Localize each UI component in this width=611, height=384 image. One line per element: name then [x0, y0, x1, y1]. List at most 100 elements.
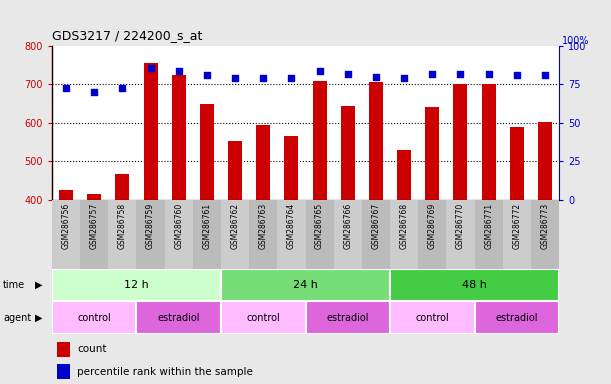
Point	[61, 84, 71, 91]
Bar	[425, 107, 439, 200]
Text: percentile rank within the sample: percentile rank within the sample	[78, 366, 253, 377]
Bar	[249, 200, 277, 269]
Text: GSM286763: GSM286763	[258, 203, 268, 249]
Text: count: count	[78, 344, 107, 354]
Point	[230, 75, 240, 81]
Bar	[306, 301, 390, 334]
Bar	[256, 125, 270, 200]
Point	[371, 74, 381, 80]
Bar	[115, 174, 130, 200]
Point	[145, 65, 155, 71]
Bar	[447, 200, 475, 269]
Text: estradiol: estradiol	[326, 313, 369, 323]
Bar	[277, 200, 306, 269]
Text: GSM286757: GSM286757	[90, 203, 99, 249]
Bar	[369, 82, 383, 200]
Bar	[57, 342, 70, 356]
Bar	[221, 200, 249, 269]
Bar	[144, 63, 158, 200]
Point	[428, 71, 437, 77]
Point	[202, 72, 212, 78]
Text: GSM286756: GSM286756	[62, 203, 70, 249]
Bar	[136, 200, 164, 269]
Point	[287, 75, 296, 81]
Point	[399, 75, 409, 81]
Bar	[164, 200, 193, 269]
Text: GSM286768: GSM286768	[400, 203, 409, 249]
Text: agent: agent	[3, 313, 31, 323]
Bar	[390, 200, 418, 269]
Text: ▶: ▶	[35, 313, 43, 323]
Bar	[510, 127, 524, 200]
Text: GSM286760: GSM286760	[174, 203, 183, 249]
Bar	[531, 200, 559, 269]
Text: control: control	[415, 313, 449, 323]
Text: GSM286769: GSM286769	[428, 203, 437, 249]
Text: GDS3217 / 224200_s_at: GDS3217 / 224200_s_at	[52, 29, 202, 42]
Text: GSM286767: GSM286767	[371, 203, 381, 249]
Bar	[334, 200, 362, 269]
Bar	[228, 141, 242, 200]
Bar	[87, 194, 101, 200]
Point	[315, 68, 324, 74]
Point	[89, 89, 99, 95]
Text: GSM286761: GSM286761	[202, 203, 211, 249]
Text: estradiol: estradiol	[158, 313, 200, 323]
Bar	[362, 200, 390, 269]
Text: GSM286765: GSM286765	[315, 203, 324, 249]
Point	[343, 71, 353, 77]
Bar	[390, 269, 559, 301]
Bar	[503, 200, 531, 269]
Bar	[200, 104, 214, 200]
Text: 100%: 100%	[562, 36, 590, 46]
Bar	[52, 200, 80, 269]
Bar	[481, 84, 496, 200]
Bar	[397, 150, 411, 200]
Point	[117, 84, 127, 91]
Bar	[538, 122, 552, 200]
Bar	[475, 200, 503, 269]
Bar	[475, 301, 559, 334]
Point	[540, 72, 550, 78]
Bar	[52, 301, 136, 334]
Bar	[453, 84, 467, 200]
Text: ▶: ▶	[35, 280, 43, 290]
Bar	[313, 81, 327, 200]
Text: 48 h: 48 h	[462, 280, 487, 290]
Text: GSM286766: GSM286766	[343, 203, 353, 249]
Point	[512, 72, 522, 78]
Text: control: control	[246, 313, 280, 323]
Bar	[108, 200, 136, 269]
Text: GSM286773: GSM286773	[541, 203, 549, 249]
Bar	[59, 190, 73, 200]
Text: GSM286771: GSM286771	[484, 203, 493, 249]
Point	[456, 71, 466, 77]
Point	[258, 75, 268, 81]
Text: GSM286759: GSM286759	[146, 203, 155, 249]
Text: GSM286764: GSM286764	[287, 203, 296, 249]
Text: 12 h: 12 h	[124, 280, 149, 290]
Text: GSM286770: GSM286770	[456, 203, 465, 249]
Bar	[418, 200, 447, 269]
Text: GSM286758: GSM286758	[118, 203, 127, 249]
Text: control: control	[78, 313, 111, 323]
Bar	[221, 269, 390, 301]
Bar	[193, 200, 221, 269]
Bar	[341, 106, 355, 200]
Bar	[80, 200, 108, 269]
Point	[484, 71, 494, 77]
Bar	[57, 364, 70, 379]
Text: GSM286772: GSM286772	[512, 203, 521, 249]
Bar	[390, 301, 475, 334]
Text: GSM286762: GSM286762	[230, 203, 240, 249]
Bar	[284, 136, 298, 200]
Bar	[172, 75, 186, 200]
Bar	[52, 269, 221, 301]
Bar	[136, 301, 221, 334]
Text: time: time	[3, 280, 25, 290]
Bar	[221, 301, 306, 334]
Text: 24 h: 24 h	[293, 280, 318, 290]
Bar	[306, 200, 334, 269]
Point	[174, 68, 184, 74]
Text: estradiol: estradiol	[496, 313, 538, 323]
